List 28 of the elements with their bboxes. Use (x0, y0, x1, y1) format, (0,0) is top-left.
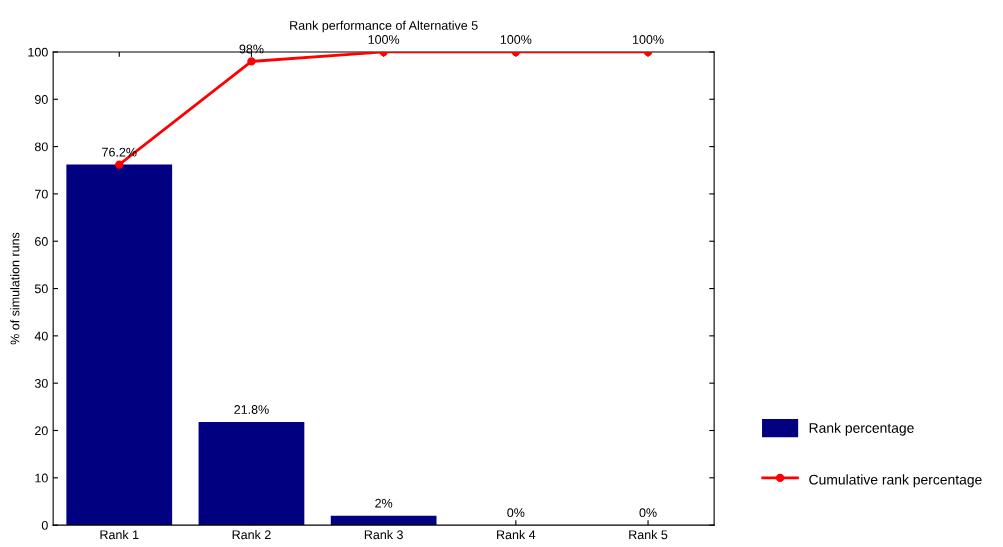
data-label: 0% (639, 508, 657, 518)
y-tick-label: 100 (28, 47, 48, 57)
y-tick-label: 30 (34, 378, 48, 388)
legend-label: Cumulative rank percentage (809, 474, 982, 488)
data-label: 100% (368, 35, 400, 44)
y-tick-label: 50 (34, 284, 48, 294)
x-tick-label: Rank 5 (629, 529, 668, 540)
y-tick-label: 0 (41, 520, 48, 530)
y-tick-label: 80 (34, 142, 48, 152)
x-tick-label: Rank 3 (364, 529, 403, 540)
y-tick-label: 70 (35, 189, 48, 199)
y-tick-label: 90 (34, 95, 48, 104)
chart-title: Rank performance of Alternative 5 (290, 20, 478, 33)
x-tick-label: Rank 1 (100, 529, 139, 540)
y-tick-label: 60 (35, 237, 48, 246)
data-label: 0% (507, 508, 525, 518)
data-label: 98% (239, 44, 264, 54)
x-tick-label: Rank 2 (232, 529, 271, 540)
y-tick-label: 10 (35, 473, 48, 483)
data-label: 21.8% (234, 405, 269, 414)
data-label: 100% (633, 35, 664, 44)
x-tick-label: Rank 4 (497, 529, 536, 540)
y-axis-title: % of simulation runs (10, 232, 20, 345)
legend-label: Rank percentage (809, 422, 914, 436)
y-tick-label: 20 (35, 426, 48, 436)
y-tick-label: 40 (34, 331, 48, 341)
data-label: 100% (500, 35, 532, 44)
data-label: 2% (375, 498, 393, 508)
